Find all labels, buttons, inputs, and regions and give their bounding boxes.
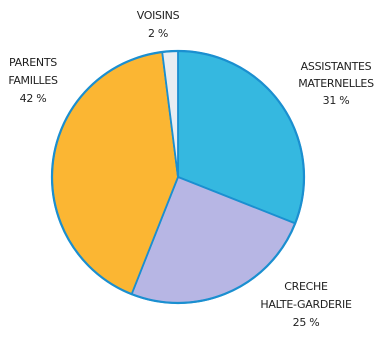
slice-label-line: FAMILLES <box>8 74 58 87</box>
pie-slices <box>51 50 305 304</box>
slice-label-line: ASSISTANTES <box>301 60 372 73</box>
slice-value: 2 % <box>148 27 168 40</box>
pie-labels: ASSISTANTES MATERNELLES 31 % CRECHE HALTE-GA… <box>8 9 374 329</box>
slice-value: 25 % <box>293 316 320 329</box>
pie-outline <box>50 49 306 305</box>
slice-label-line: HALTE-GARDERIE <box>260 298 352 311</box>
slice-value: 42 % <box>20 92 47 105</box>
slice-label-4: VOISINS 2 % <box>137 9 180 40</box>
slice-label-line: MATERNELLES <box>298 77 374 90</box>
slice-label-line: VOISINS <box>137 9 180 22</box>
slice-label-line: PARENTS <box>9 56 57 69</box>
slice-label-1: ASSISTANTES MATERNELLES 31 % <box>298 60 374 107</box>
slice-label-3: PARENTS FAMILLES 42 % <box>8 56 58 105</box>
slice-label-2: CRECHE HALTE-GARDERIE 25 % <box>260 280 352 329</box>
slice-label-line: CRECHE <box>284 280 328 293</box>
slice-value: 31 % <box>323 94 350 107</box>
